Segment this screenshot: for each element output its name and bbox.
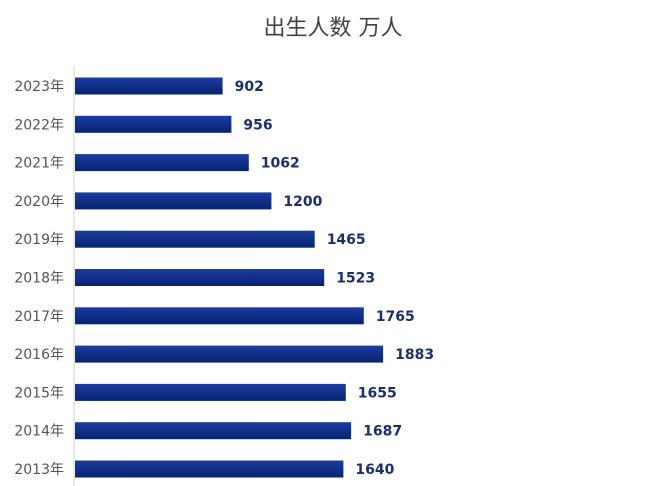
- category-label: 2018年: [14, 271, 64, 287]
- bar-10: [75, 460, 344, 478]
- category-label: 2017年: [14, 309, 64, 325]
- bar-1: [75, 115, 232, 133]
- category-label: 2019年: [14, 232, 64, 248]
- value-label: 1765: [376, 309, 415, 325]
- bar-6: [75, 307, 364, 325]
- category-label: 2020年: [14, 194, 64, 210]
- value-label: 1062: [261, 156, 300, 172]
- category-label: 2013年: [14, 462, 64, 478]
- bar-7: [75, 345, 384, 363]
- category-label: 2015年: [14, 385, 64, 401]
- value-label: 902: [235, 79, 264, 95]
- bar-2: [75, 154, 249, 172]
- category-label: 2016年: [14, 347, 64, 363]
- category-label: 2021年: [14, 156, 64, 172]
- value-label: 956: [243, 117, 272, 133]
- bar-3: [75, 192, 272, 210]
- value-label: 1883: [395, 347, 434, 363]
- value-label: 1687: [363, 424, 402, 440]
- bar-9: [75, 422, 352, 440]
- bar-0: [75, 77, 223, 95]
- chart-title: 出生人数 万人: [264, 16, 403, 41]
- value-label: 1200: [283, 194, 322, 210]
- category-label: 2022年: [14, 117, 64, 133]
- bar-8: [75, 383, 346, 401]
- value-label: 1523: [336, 271, 375, 287]
- value-label: 1465: [327, 232, 366, 248]
- value-labels: 902 956 1062 1200 1465 1523 1765 1883 1655 1687 16…: [235, 79, 434, 478]
- bar-5: [75, 269, 325, 286]
- value-label: 1655: [358, 385, 397, 401]
- bars-group: [75, 77, 384, 478]
- value-label: 1640: [355, 462, 394, 478]
- bar-4: [75, 230, 315, 248]
- category-label: 2014年: [14, 424, 64, 440]
- category-labels: 2023年 2022年 2021年 2020年 2019年 2018年 2017年 2016年…: [14, 79, 64, 478]
- category-label: 2023年: [14, 79, 64, 95]
